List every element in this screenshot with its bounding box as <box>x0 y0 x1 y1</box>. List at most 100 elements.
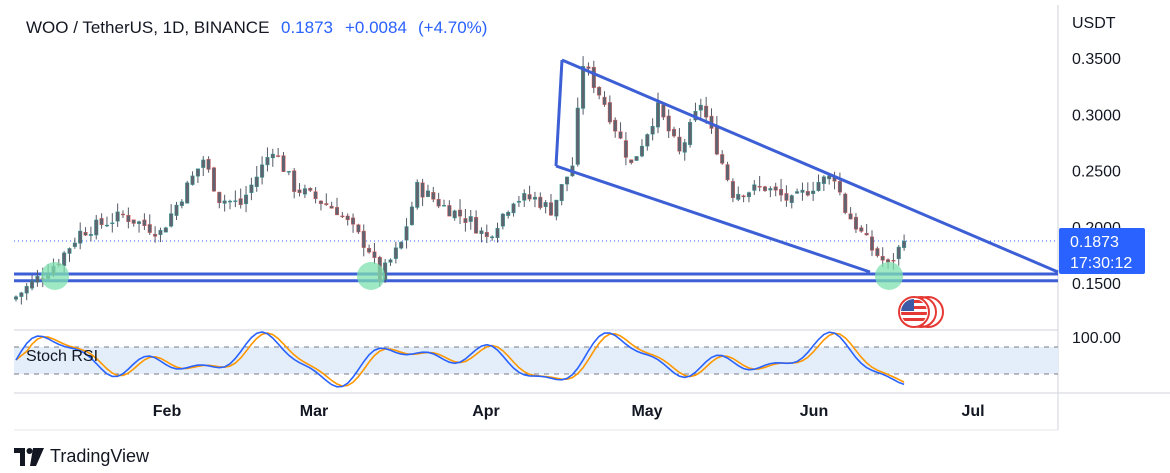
candle <box>870 230 875 257</box>
candle <box>843 192 848 215</box>
support-touch-marker <box>875 262 903 290</box>
descending-channel <box>554 58 1059 274</box>
candle <box>83 227 88 236</box>
candle <box>784 185 789 207</box>
candle <box>393 241 398 264</box>
candle <box>629 159 634 165</box>
channel-upper-line <box>561 58 1059 274</box>
candle <box>532 191 537 208</box>
candle <box>613 117 618 138</box>
candle <box>506 210 511 219</box>
candle <box>142 213 147 230</box>
candle <box>779 179 784 202</box>
candle <box>773 182 778 197</box>
candle <box>763 185 768 192</box>
candle <box>211 166 216 192</box>
candle <box>795 188 800 194</box>
candle <box>254 165 259 192</box>
candle <box>511 202 516 217</box>
candle <box>19 291 24 305</box>
candle <box>372 242 377 265</box>
candle <box>206 156 211 173</box>
candle <box>500 212 505 230</box>
candle <box>340 212 345 219</box>
candle <box>137 220 142 233</box>
stoch-band <box>14 347 1058 374</box>
candle <box>270 148 275 167</box>
candle <box>447 200 452 217</box>
candle <box>195 168 200 184</box>
candle <box>30 275 35 291</box>
candle <box>415 179 420 210</box>
candle <box>527 185 532 202</box>
candle <box>522 189 527 208</box>
candle <box>361 224 366 257</box>
candle <box>495 222 500 243</box>
candle <box>131 219 136 227</box>
candle <box>848 207 853 220</box>
candle <box>720 150 725 165</box>
candle <box>420 178 425 207</box>
candle <box>618 122 623 140</box>
candle <box>559 184 564 206</box>
candle <box>67 247 72 262</box>
candle <box>725 161 730 182</box>
candle <box>666 109 671 138</box>
candle <box>474 210 479 234</box>
candle <box>902 234 907 251</box>
candle <box>468 210 473 230</box>
candle <box>650 118 655 141</box>
candle <box>110 213 115 233</box>
support-touch-marker <box>41 262 69 290</box>
candle <box>661 103 666 121</box>
candle <box>88 226 93 242</box>
price-tick-label: 0.1500 <box>1072 276 1121 293</box>
candle <box>709 108 714 134</box>
candle <box>554 199 559 221</box>
candle <box>639 139 644 158</box>
candle <box>115 203 120 227</box>
candle <box>442 199 447 207</box>
candle <box>126 207 131 229</box>
candle <box>586 62 591 76</box>
candle <box>543 200 548 214</box>
us-flag-icon[interactable] <box>898 296 944 328</box>
candle <box>805 182 810 197</box>
candle <box>607 95 612 125</box>
candle <box>201 156 206 176</box>
candle <box>811 181 816 201</box>
time-axis[interactable]: Feb Mar Apr May Jun Jul <box>153 403 985 420</box>
candle <box>388 258 393 266</box>
brand: TradingView <box>14 446 149 467</box>
candle <box>757 176 762 192</box>
candle <box>581 56 586 115</box>
month-label: Feb <box>153 403 182 420</box>
candle <box>185 180 190 204</box>
last-price: 0.1873 <box>281 18 333 37</box>
price-axis-unit: USDT <box>1072 15 1116 32</box>
month-label: Jun <box>800 403 828 420</box>
bar-countdown: 17:30:12 <box>1070 255 1132 272</box>
candle <box>752 180 757 195</box>
candle <box>399 241 404 250</box>
support-touch-markers <box>41 262 903 290</box>
channel-lower-line <box>555 164 871 274</box>
candle <box>853 213 858 233</box>
candle <box>698 98 703 118</box>
month-label: Jul <box>961 403 984 420</box>
candle <box>329 201 334 209</box>
candle <box>714 116 719 156</box>
candle <box>816 174 821 192</box>
candle <box>292 167 297 199</box>
candle <box>565 176 570 192</box>
candle <box>425 184 430 198</box>
candle <box>227 199 232 210</box>
current-price-label: 0.1873 17:30:12 <box>1059 228 1145 274</box>
candle <box>318 200 323 211</box>
candle <box>356 223 361 234</box>
candle <box>730 178 735 203</box>
candle <box>120 210 125 218</box>
stoch-k-line <box>15 331 905 388</box>
price-change-pct: (+4.70%) <box>418 18 487 37</box>
